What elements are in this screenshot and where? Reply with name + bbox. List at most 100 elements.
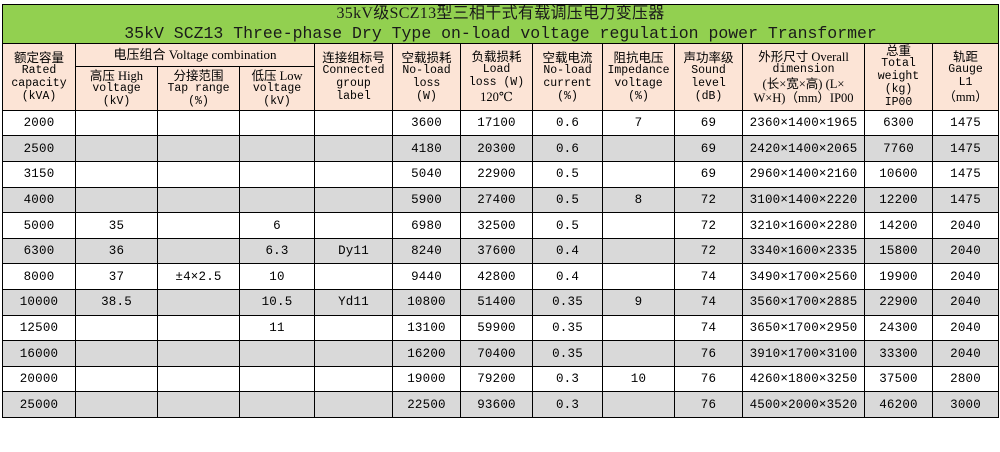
header-load-loss-temp: 120℃ xyxy=(480,90,513,104)
cell-total-weight: 46200 xyxy=(864,391,933,418)
cell-sound-level: 76 xyxy=(674,365,743,393)
cell-total-weight: 33300 xyxy=(864,340,933,367)
header-sound-level-en2: level xyxy=(691,76,726,90)
header-tap-range-en: Tap range xyxy=(167,81,230,95)
cell-tap-range xyxy=(157,391,240,418)
header-overall-dimension-line2: dimension xyxy=(772,62,835,76)
cell-connected-group-label xyxy=(314,135,393,163)
table-row[interactable]: 8000 37 ±4×2.5 10 9440 42800 0.4 74 3490×1700×25… xyxy=(2,263,1000,291)
cell-no-load-current: 0.6 xyxy=(532,135,603,163)
header-tap-range-cn: 分接范围 xyxy=(173,68,224,83)
header-no-load-loss: 空载损耗 No-load loss (W) xyxy=(392,43,461,111)
cell-high-voltage: 37 xyxy=(75,263,158,291)
table-row[interactable]: 25000 22500 93600 0.3 76 4500×2000×3520 46200 3… xyxy=(2,391,1000,418)
cell-overall-dimension: 2360×1400×1965 xyxy=(742,109,865,137)
header-sound-level-unit: (dB) xyxy=(694,89,723,103)
cell-high-voltage xyxy=(75,161,158,188)
table-row[interactable]: 5000 35 6 6980 32500 0.5 72 3210×1600×2280 14200… xyxy=(2,212,1000,239)
header-impedance-voltage: 阻抗电压 Impedance voltage (%) xyxy=(602,43,675,111)
cell-connected-group-label xyxy=(314,263,393,291)
header-tap-range: 分接范围 Tap range (%) xyxy=(157,66,240,111)
table-row[interactable]: 20000 19000 79200 0.3 10 76 4260×1800×3250 3750… xyxy=(2,365,1000,393)
header-connected-group-en3: label xyxy=(336,89,371,103)
cell-overall-dimension: 2420×1400×2065 xyxy=(742,135,865,163)
header-voltage-combination-group: 电压组合 Voltage combination xyxy=(75,43,315,68)
header-no-load-loss-cn: 空载损耗 xyxy=(401,50,452,65)
table-row[interactable]: 10000 38.5 10.5 Yd11 10800 51400 0.35 9 74 3560×1… xyxy=(2,289,1000,316)
cell-tap-range xyxy=(157,365,240,393)
cell-sound-level: 72 xyxy=(674,237,743,265)
cell-no-load-current: 0.5 xyxy=(532,212,603,239)
cell-impedance-voltage xyxy=(602,237,675,265)
header-gauge-cn: 轨距 xyxy=(953,50,979,65)
table-row[interactable]: 2500 4180 20300 0.6 69 2420×1400×2065 7760 1475 xyxy=(2,135,1000,163)
cell-no-load-loss: 4180 xyxy=(392,135,461,163)
cell-connected-group-label xyxy=(314,391,393,418)
cell-rated-capacity: 2500 xyxy=(2,135,76,163)
cell-total-weight: 12200 xyxy=(864,186,933,214)
header-total-weight-cn: 总重 xyxy=(885,44,911,59)
header-gauge: 轨距 Gauge L1 （mm） xyxy=(931,43,1000,111)
cell-overall-dimension: 4500×2000×3520 xyxy=(742,391,865,418)
cell-sound-level: 74 xyxy=(674,314,743,342)
cell-connected-group-label xyxy=(314,161,393,188)
table-row[interactable]: 2000 3600 17100 0.6 7 69 2360×1400×1965 6300 147… xyxy=(2,109,1000,137)
table-row[interactable]: 6300 36 6.3 Dy11 8240 37600 0.4 72 3340×1600×233… xyxy=(2,237,1000,265)
cell-sound-level: 69 xyxy=(674,109,743,137)
cell-rated-capacity: 5000 xyxy=(2,212,76,239)
cell-no-load-loss: 6980 xyxy=(392,212,461,239)
cell-no-load-loss: 10800 xyxy=(392,289,461,316)
table-row[interactable]: 16000 16200 70400 0.35 76 3910×1700×3100 33300… xyxy=(2,340,1000,367)
cell-sound-level: 69 xyxy=(674,161,743,188)
cell-high-voltage: 35 xyxy=(75,212,158,239)
cell-no-load-loss: 3600 xyxy=(392,109,461,137)
cell-high-voltage xyxy=(75,109,158,137)
cell-load-loss: 70400 xyxy=(460,340,533,367)
header-connected-group-cn: 连接组标号 xyxy=(322,50,385,65)
header-connected-group-label: 连接组标号 Connected group label xyxy=(314,43,393,111)
table-row[interactable]: 12500 11 13100 59900 0.35 74 3650×1700×2950 243… xyxy=(2,314,1000,342)
title-english: 35kV SCZ13 Three-phase Dry Type on-load … xyxy=(124,23,877,43)
cell-gauge: 2040 xyxy=(931,237,1000,265)
table-row[interactable]: 4000 5900 27400 0.5 8 72 3100×1400×2220 12200 14… xyxy=(2,186,1000,214)
cell-impedance-voltage: 10 xyxy=(602,365,675,393)
cell-overall-dimension: 3650×1700×2950 xyxy=(742,314,865,342)
header-high-voltage-unit: (kV) xyxy=(102,94,131,108)
header-low-voltage: 低压 Low voltage (kV) xyxy=(239,66,315,111)
cell-load-loss: 17100 xyxy=(460,109,533,137)
cell-no-load-current: 0.5 xyxy=(532,161,603,188)
cell-no-load-loss: 9440 xyxy=(392,263,461,291)
cell-impedance-voltage xyxy=(602,161,675,188)
cell-connected-group-label xyxy=(314,212,393,239)
spec-table-body: 2000 3600 17100 0.6 7 69 2360×1400×1965 6300 147… xyxy=(2,109,1000,418)
cell-overall-dimension: 2960×1400×2160 xyxy=(742,161,865,188)
cell-connected-group-label xyxy=(314,340,393,367)
cell-gauge: 2040 xyxy=(931,212,1000,239)
cell-total-weight: 6300 xyxy=(864,109,933,137)
header-impedance-voltage-cn: 阻抗电压 xyxy=(613,50,664,65)
cell-total-weight: 7760 xyxy=(864,135,933,163)
cell-impedance-voltage: 7 xyxy=(602,109,675,137)
cell-gauge: 1475 xyxy=(931,109,1000,137)
cell-connected-group-label xyxy=(314,186,393,214)
cell-overall-dimension: 3340×1600×2335 xyxy=(742,237,865,265)
cell-no-load-loss: 5040 xyxy=(392,161,461,188)
header-connected-group-en1: Connected xyxy=(322,63,385,77)
cell-high-voltage: 38.5 xyxy=(75,289,158,316)
table-row[interactable]: 3150 5040 22900 0.5 69 2960×1400×2160 10600 147… xyxy=(2,161,1000,188)
cell-no-load-current: 0.4 xyxy=(532,237,603,265)
cell-total-weight: 22900 xyxy=(864,289,933,316)
title-chinese: 35kV级SCZ13型三相干式有载调压电力变压器 xyxy=(336,5,665,22)
cell-overall-dimension: 3560×1700×2885 xyxy=(742,289,865,316)
title-row: 35kV级SCZ13型三相干式有载调压电力变压器 35kV SCZ13 Thre… xyxy=(1,3,1000,45)
cell-connected-group-label: Dy11 xyxy=(314,237,393,265)
cell-low-voltage xyxy=(239,391,315,418)
table-title-cell: 35kV级SCZ13型三相干式有载调压电力变压器 35kV SCZ13 Thre… xyxy=(1,3,1000,45)
cell-load-loss: 79200 xyxy=(460,365,533,393)
cell-low-voltage xyxy=(239,109,315,137)
header-rated-capacity-cn: 额定容量 xyxy=(13,50,64,65)
header-no-load-loss-en1: No-load xyxy=(402,63,451,77)
header-sound-level: 声功率级 Sound level (dB) xyxy=(674,43,743,111)
cell-tap-range xyxy=(157,109,240,137)
cell-gauge: 1475 xyxy=(931,186,1000,214)
